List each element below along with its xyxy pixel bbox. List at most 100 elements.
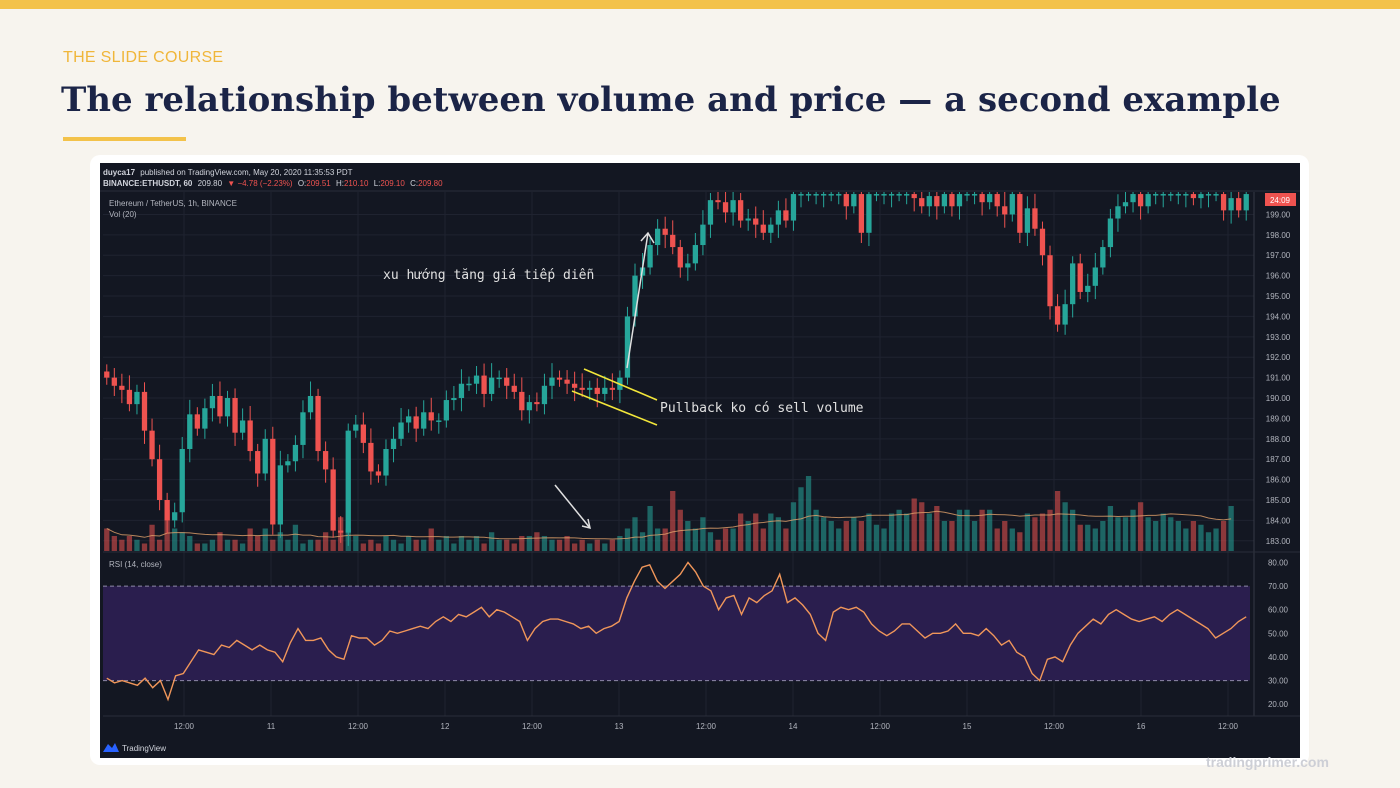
candle-body xyxy=(194,414,200,429)
volume-bar xyxy=(375,543,382,551)
rsi-band-fill xyxy=(103,586,1250,681)
volume-bar xyxy=(1145,517,1151,551)
candle-body xyxy=(722,202,729,213)
low-label: L: xyxy=(374,179,381,188)
time-tick-label: 12:00 xyxy=(696,722,717,731)
candle-body xyxy=(232,398,238,433)
volume-bar xyxy=(783,528,789,551)
volume-bar xyxy=(934,506,940,551)
price-tick-label: 198.00 xyxy=(1266,231,1291,240)
candle-body xyxy=(858,194,865,233)
volume-bar xyxy=(1190,521,1197,551)
price-tick-label: 190.00 xyxy=(1266,394,1291,403)
volume-bar xyxy=(436,539,442,551)
volume-bar xyxy=(556,539,563,551)
volume-bar xyxy=(428,528,434,551)
volume-bar xyxy=(232,539,238,551)
volume-bar xyxy=(473,536,480,551)
candle-body xyxy=(141,391,148,431)
volume-bar xyxy=(519,536,525,551)
candle-body xyxy=(896,194,902,196)
down-triangle-icon: ▼ xyxy=(227,179,235,188)
volume-bar xyxy=(458,536,465,551)
price-tick-label: 199.00 xyxy=(1266,210,1291,219)
candle-body xyxy=(1220,194,1227,211)
candle-body xyxy=(994,194,1000,207)
candle-body xyxy=(239,420,246,433)
header-line-2: BINANCE:ETHUSDT, 60 209.80 ▼ −4.78 (−2.2… xyxy=(103,179,443,188)
candle-body xyxy=(707,200,714,225)
candle-body xyxy=(579,387,585,390)
candle-body xyxy=(338,530,344,533)
volume-bar xyxy=(858,521,865,551)
volume-bar xyxy=(843,521,849,551)
candle-body xyxy=(1017,194,1023,233)
volume-bar xyxy=(104,528,110,551)
candle-body xyxy=(262,438,268,474)
volume-bar xyxy=(353,536,359,551)
volume-bar xyxy=(971,521,978,551)
volume-bar xyxy=(383,536,389,551)
candle-body xyxy=(390,438,397,450)
volume-bar xyxy=(730,528,736,551)
price-tick-label: 188.00 xyxy=(1266,435,1291,444)
volume-bar xyxy=(1137,502,1144,551)
candle-body xyxy=(1183,194,1189,196)
volume-bar xyxy=(285,539,291,551)
volume-bar xyxy=(119,539,125,551)
candle-body xyxy=(496,377,502,380)
candle-body xyxy=(1130,194,1136,203)
candle-body xyxy=(926,196,932,207)
candle-body xyxy=(217,395,223,417)
candle-body xyxy=(315,395,321,452)
publisher: duyca17 xyxy=(103,168,136,177)
volume-bar xyxy=(571,543,578,551)
header-line-1: duyca17 published on TradingView.com, Ma… xyxy=(103,168,353,177)
candle-body xyxy=(405,416,412,423)
candle-body xyxy=(1009,194,1015,215)
volume-bar xyxy=(1017,532,1023,551)
candle-body xyxy=(1198,194,1204,199)
candle-body xyxy=(1153,194,1159,196)
candle-body xyxy=(1228,198,1234,211)
close-value: 209.80 xyxy=(418,179,443,188)
candle-body xyxy=(307,395,314,413)
candle-body xyxy=(413,416,419,429)
volume-bar xyxy=(707,532,714,551)
candle-body xyxy=(398,422,404,439)
volume-bar xyxy=(579,539,585,551)
last-price: 209.80 xyxy=(198,179,223,188)
symbol: BINANCE:ETHUSDT, 60 xyxy=(103,179,193,188)
rsi-tick-label: 40.00 xyxy=(1268,653,1289,662)
candle-body xyxy=(134,391,140,405)
candle-body xyxy=(647,245,653,268)
candle-body xyxy=(458,383,465,399)
time-tick-label: 12:00 xyxy=(522,722,543,731)
price-tick-label: 192.00 xyxy=(1266,353,1291,362)
price-badge-bg xyxy=(1265,193,1296,206)
trading-chart: 199.00 198.00 197.00 196.00 195.00 194.00 193.… xyxy=(100,163,1300,758)
candle-body xyxy=(1054,306,1061,325)
rsi-series xyxy=(106,561,1247,702)
volume-bar xyxy=(255,536,261,551)
volume-bar xyxy=(873,524,880,551)
volume-bar xyxy=(360,543,366,551)
volume-bar xyxy=(670,491,676,551)
volume-bar xyxy=(1047,509,1053,551)
candle-body xyxy=(421,412,427,429)
volume-bar xyxy=(1054,491,1061,551)
volume-bar xyxy=(322,532,329,551)
volume-bar xyxy=(443,536,449,551)
volume-bar xyxy=(172,528,178,551)
volume-bar xyxy=(413,539,419,551)
candle-body xyxy=(587,387,593,390)
volume-bar xyxy=(662,528,668,551)
volume-bar xyxy=(745,521,751,551)
volume-bar xyxy=(179,532,185,551)
time-tick-label: 11 xyxy=(267,722,276,731)
time-tick-label: 12:00 xyxy=(174,722,195,731)
rsi-tick-label: 80.00 xyxy=(1268,558,1289,567)
volume-bar xyxy=(768,513,774,551)
top-accent-bar xyxy=(0,0,1400,9)
time-tick-label: 16 xyxy=(1137,722,1146,731)
